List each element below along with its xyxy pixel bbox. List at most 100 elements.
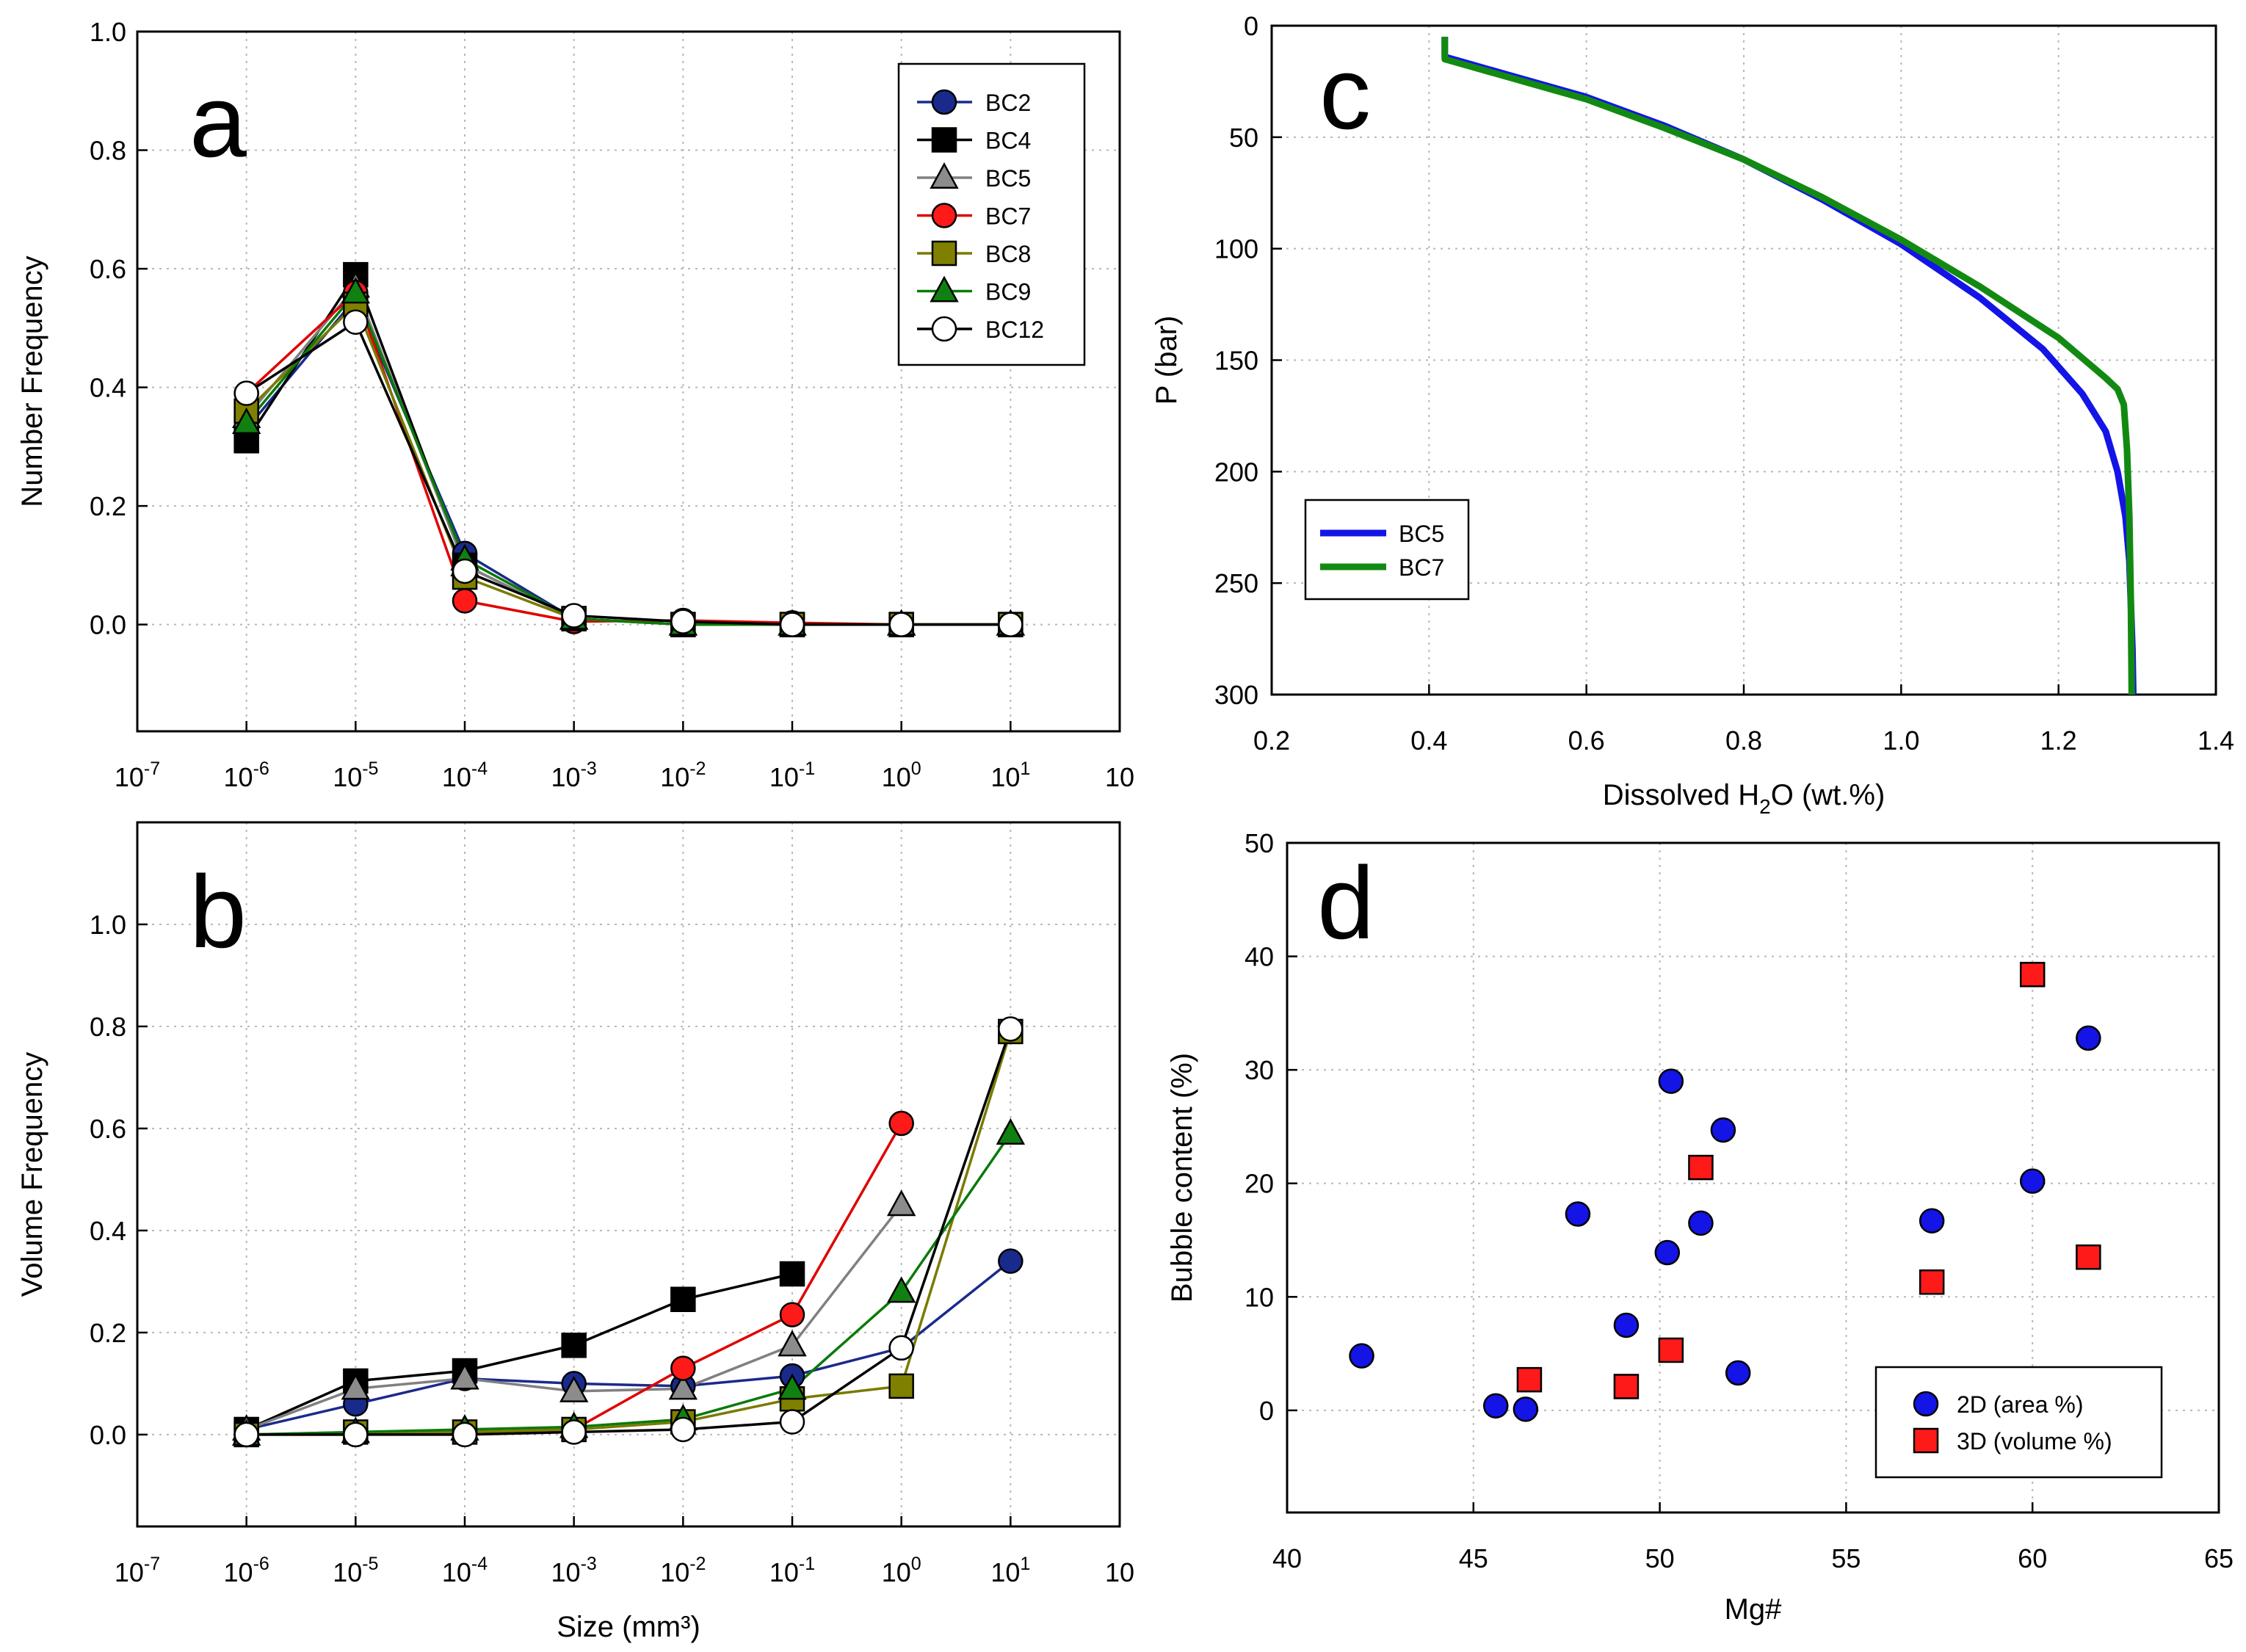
y-tick-label: 150 (1214, 346, 1258, 376)
x-tick-exponent: -5 (362, 1554, 378, 1574)
x-tick-base: 10 (990, 762, 1020, 792)
x-tick-label: 65 (2204, 1543, 2234, 1573)
data-point-bc12 (561, 603, 587, 628)
x-tick-label: 100 (882, 758, 921, 792)
data-point-bc7 (452, 588, 478, 614)
legend-label-bc9: BC9 (985, 279, 1031, 305)
data-point-2d (1688, 1210, 1714, 1236)
x-axis-label: Mg# (1725, 1593, 1783, 1626)
data-point-bc7 (888, 1110, 914, 1137)
x-tick-exponent: -3 (581, 1554, 597, 1574)
data-point-3d (1919, 1269, 1945, 1295)
data-point-bc9 (886, 1276, 916, 1303)
x-tick-exponent: 1 (1020, 758, 1030, 779)
x-tick-label: 10-1 (769, 758, 815, 792)
data-point-2d (1565, 1201, 1591, 1227)
x-tick-label: 1.2 (2040, 725, 2077, 756)
data-point-2d (1654, 1239, 1681, 1266)
x-tick-exponent: -1 (799, 1554, 815, 1574)
panel-b-volume-frequency: 10-7 10-6 10-5 10-4 10-3 10-2 10-1 100 101 100.00… (16, 821, 1134, 1643)
data-point-bc12 (998, 612, 1024, 637)
x-axis-label: Size (mm³) (557, 1611, 700, 1643)
legend-marker-bc5 (930, 162, 959, 189)
x-tick-label: 10-1 (769, 1554, 815, 1587)
data-point-bc7 (670, 1355, 696, 1381)
x-tick-exponent: -7 (144, 1554, 160, 1574)
x-tick-label: 40 (1272, 1543, 1302, 1573)
x-tick-exponent: -3 (581, 758, 597, 779)
x-tick-base: 10 (224, 1557, 253, 1587)
x-tick-label: 0.8 (1725, 725, 1762, 756)
x-tick-label: 101 (990, 758, 1030, 792)
legend-label-bc5: BC5 (1399, 521, 1444, 547)
x-tick-label: 0.2 (1253, 725, 1290, 756)
legend: BC2 BC4 BC5 BC7 BC8 BC9 BC12 (897, 62, 1086, 366)
data-point-bc12 (779, 1409, 805, 1435)
series-line-bc12 (245, 320, 1011, 626)
x-tick-exponent: 1 (1020, 1554, 1030, 1574)
panel-c-dissolved-water: 0.2 0.4 0.6 0.8 1.0 1.2 1.4 0 50 100 150 200 250 300 c… (1151, 11, 2234, 818)
legend-marker-3d (1913, 1427, 1939, 1454)
y-tick-label: 300 (1214, 680, 1258, 710)
x-tick-label: 0.6 (1568, 725, 1605, 756)
legend-label-bc7: BC7 (985, 203, 1031, 230)
data-point-bc12 (233, 1421, 259, 1448)
x-tick-base: 10 (882, 1557, 911, 1587)
x-tick-label: 10-3 (551, 758, 597, 792)
x-tick-base: 10 (1105, 1557, 1134, 1587)
data-point-2d (1513, 1396, 1539, 1422)
legend-label-bc5: BC5 (985, 165, 1031, 192)
y-axis-label: Number Frequency (16, 256, 48, 507)
legend-marker-2d (1913, 1391, 1939, 1417)
x-tick-base: 10 (115, 762, 144, 792)
data-point-bc5 (886, 1189, 916, 1217)
x-tick-exponent: -6 (253, 758, 269, 779)
data-point-2d (2019, 1168, 2046, 1194)
x-tick-base: 10 (769, 1557, 799, 1587)
x-tick-base: 10 (333, 762, 362, 792)
panel-letter: c (1319, 35, 1371, 151)
panel-a-number-frequency: 10-7 10-6 10-5 10-4 10-3 10-2 10-1 100 101 100.00… (16, 17, 1134, 792)
x-tick-label: 50 (1645, 1543, 1675, 1573)
x-tick-exponent: -2 (689, 1554, 706, 1574)
legend-label-bc8: BC8 (985, 241, 1031, 267)
data-point-2d (1658, 1068, 1684, 1094)
x-tick-exponent: -6 (253, 1554, 269, 1574)
legend-label-2d: 2D (area %) (1957, 1391, 2084, 1418)
series-line-bc7 (245, 290, 1011, 626)
y-tick-label: 0 (1259, 1396, 1274, 1426)
legend-box (1874, 1366, 2163, 1479)
panel-letter: b (189, 854, 247, 969)
x-tick-label: 10 (1105, 1557, 1134, 1587)
data-point-bc9 (231, 407, 261, 435)
data-point-bc4 (779, 1261, 805, 1287)
y-tick-label: 10 (1245, 1282, 1274, 1312)
x-tick-label: 10-6 (224, 758, 269, 792)
data-point-3d (1688, 1154, 1714, 1181)
y-tick-label: 100 (1214, 234, 1258, 264)
data-point-bc5 (450, 1363, 479, 1390)
data-point-bc12 (452, 1421, 478, 1448)
x-tick-exponent: -5 (362, 758, 378, 779)
x-tick-exponent: -4 (471, 1554, 488, 1574)
panel-letter: a (189, 63, 247, 178)
data-point-bc4 (561, 1333, 587, 1358)
data-point-bc9 (341, 277, 371, 304)
x-tick-exponent: -2 (689, 758, 706, 779)
y-tick-label: 250 (1214, 568, 1258, 598)
x-tick-label: 101 (990, 1554, 1030, 1587)
series-line-bc12 (246, 1028, 1012, 1436)
x-tick-exponent: 0 (911, 1554, 921, 1574)
legend-box (1304, 499, 1470, 601)
x-tick-label: 1.4 (2198, 725, 2234, 756)
y-tick-label: 0.2 (90, 1318, 126, 1348)
y-tick-label: 0.0 (90, 610, 126, 640)
data-point-2d (1919, 1208, 1945, 1233)
series-line-bc7 (1441, 37, 2135, 695)
series-line-bc2 (245, 296, 1011, 626)
y-axis-label: Volume Frequency (16, 1052, 48, 1297)
data-point-bc12 (670, 609, 696, 634)
data-point-3d (1658, 1337, 1684, 1363)
y-tick-label: 20 (1245, 1169, 1274, 1199)
